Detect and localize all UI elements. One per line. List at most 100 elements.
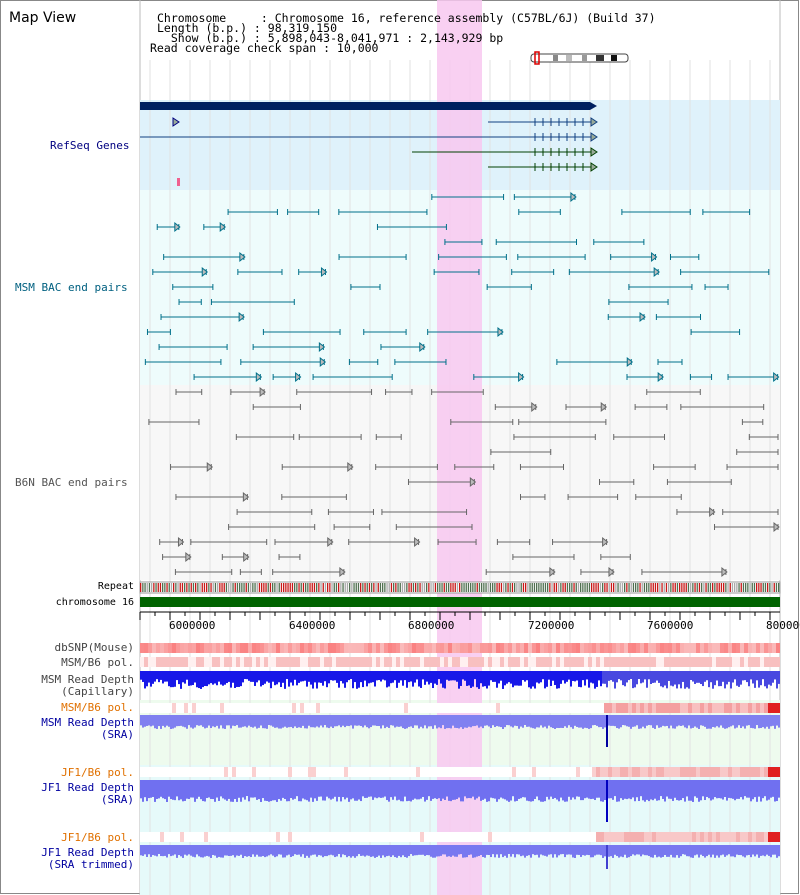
msm-pol-cell bbox=[236, 657, 240, 667]
jf1-trim-depth-bar bbox=[478, 845, 480, 856]
msm-pol-cell bbox=[560, 657, 564, 667]
refseq-gene-bar bbox=[140, 102, 590, 110]
msm-sra-depth-bar bbox=[390, 715, 392, 726]
dbsnp-cell bbox=[724, 643, 728, 653]
msm-sra-depth-bar bbox=[396, 715, 398, 727]
track-label-msm-depth-cap: MSM Read Depth bbox=[41, 673, 134, 686]
msm-cap-depth-bar bbox=[222, 671, 224, 686]
msm-pol2-cell bbox=[288, 703, 292, 713]
jf1-pol2-cell bbox=[516, 832, 520, 842]
jf1-pol2-cell bbox=[144, 832, 148, 842]
msm-cap-depth-bar bbox=[638, 671, 640, 680]
jf1-sra-depth-bar bbox=[140, 780, 142, 799]
msm-cap-depth-bar bbox=[390, 671, 392, 684]
msm-pol-cell bbox=[256, 657, 260, 667]
msm-cap-depth-bar bbox=[756, 671, 758, 681]
msm-sra-depth-bar bbox=[418, 715, 420, 729]
jf1-pol2-cell bbox=[200, 832, 204, 842]
msm-pol-cell bbox=[620, 657, 624, 667]
jf1-trim-depth-bar bbox=[650, 845, 652, 858]
jf1-pol-cell bbox=[584, 767, 588, 777]
jf1-pol-cell bbox=[764, 767, 768, 777]
msm-cap-depth-bar bbox=[622, 671, 624, 686]
jf1-pol-cell bbox=[324, 767, 328, 777]
msm-pol-cell bbox=[544, 657, 548, 667]
jf1-pol2-cell bbox=[544, 832, 548, 842]
b6n-bac-pair-arrow bbox=[206, 461, 214, 473]
repeat-element bbox=[362, 583, 364, 592]
jf1-trim-depth-bar bbox=[346, 845, 348, 858]
jf1-sra-depth-bar bbox=[532, 780, 534, 802]
msm-pol2-cell bbox=[520, 703, 524, 713]
repeat-element bbox=[529, 583, 531, 592]
msm-cap-depth-bar bbox=[706, 671, 708, 681]
msm-pol-cell bbox=[768, 657, 772, 667]
dbsnp-cell bbox=[144, 643, 148, 653]
msm-pol-cell bbox=[676, 657, 680, 667]
jf1-sra-depth-bar bbox=[570, 780, 572, 800]
msm-sra-depth-bar bbox=[458, 715, 460, 729]
jf1-sra-depth-bar bbox=[510, 780, 512, 801]
msm-pol2-cell bbox=[688, 703, 692, 713]
msm-cap-depth-bar bbox=[204, 671, 206, 687]
msm-bac-pair-arrow bbox=[773, 371, 780, 383]
dbsnp-cell bbox=[452, 643, 456, 653]
jf1-sra-depth-bar bbox=[676, 780, 678, 801]
jf1-sra-depth-bar bbox=[478, 780, 480, 797]
jf1-sra-depth-bar bbox=[546, 780, 548, 797]
jf1-sra-depth-bar bbox=[324, 780, 326, 801]
msm-sra-depth-bar bbox=[684, 715, 686, 728]
jf1-pol-cell bbox=[352, 767, 356, 777]
msm-sra-depth-bar bbox=[312, 715, 314, 728]
dbsnp-cell bbox=[140, 643, 144, 653]
dbsnp-cell bbox=[768, 643, 772, 653]
jf1-pol2-cell bbox=[608, 832, 612, 842]
refseq-arrow bbox=[590, 162, 598, 172]
jf1-pol2-cell bbox=[588, 832, 592, 842]
repeat-element bbox=[742, 583, 745, 592]
dbsnp-cell bbox=[480, 643, 484, 653]
jf1-sra-depth-bar bbox=[154, 780, 156, 802]
dbsnp-cell bbox=[228, 643, 232, 653]
dbsnp-cell bbox=[316, 643, 320, 653]
msm-pol-cell bbox=[284, 657, 288, 667]
jf1-sra-depth-bar bbox=[278, 780, 280, 800]
jf1-trim-depth-bar bbox=[656, 845, 658, 858]
msm-pol-cell bbox=[288, 657, 292, 667]
msm-sra-depth-bar bbox=[714, 715, 716, 728]
repeat-element bbox=[727, 583, 729, 592]
msm-sra-depth-bar bbox=[520, 715, 522, 727]
msm-pol-cell bbox=[212, 657, 216, 667]
jf1-sra-depth-bar bbox=[468, 780, 470, 799]
msm-cap-depth-bar bbox=[646, 671, 648, 688]
jf1-pol2-cell bbox=[172, 832, 176, 842]
msm-pol-cell bbox=[652, 657, 656, 667]
msm-cap-depth-bar bbox=[388, 671, 390, 687]
msm-pol-cell bbox=[440, 657, 444, 667]
jf1-sra-depth-bar bbox=[616, 780, 618, 802]
jf1-trim-depth-bar bbox=[222, 845, 224, 858]
msm-cap-depth-bar bbox=[694, 671, 696, 684]
msm-cap-depth-bar bbox=[392, 671, 394, 683]
msm-pol-cell bbox=[724, 657, 728, 667]
msm-cap-depth-bar bbox=[342, 671, 344, 684]
msm-cap-depth-bar bbox=[436, 671, 438, 685]
repeat-element bbox=[162, 583, 164, 592]
msm-cap-depth-bar bbox=[428, 671, 430, 685]
dbsnp-cell bbox=[300, 643, 304, 653]
track-label-chromosome: chromosome 16 bbox=[55, 597, 134, 608]
jf1-pol-cell bbox=[464, 767, 468, 777]
dbsnp-cell bbox=[176, 643, 180, 653]
jf1-sra-depth-bar bbox=[256, 780, 258, 800]
jf1-pol-cell bbox=[512, 767, 516, 777]
msm-pol-cell bbox=[324, 657, 328, 667]
jf1-trim-depth-bar bbox=[640, 845, 642, 857]
msm-pol2-cell bbox=[340, 703, 344, 713]
repeat-element bbox=[441, 583, 443, 592]
msm-cap-depth-bar bbox=[426, 671, 428, 682]
msm-cap-depth-bar bbox=[356, 671, 358, 689]
jf1-trim-depth-bar bbox=[664, 845, 666, 856]
jf1-pol2-cell bbox=[680, 832, 684, 842]
jf1-trim-depth-bar bbox=[426, 845, 428, 856]
